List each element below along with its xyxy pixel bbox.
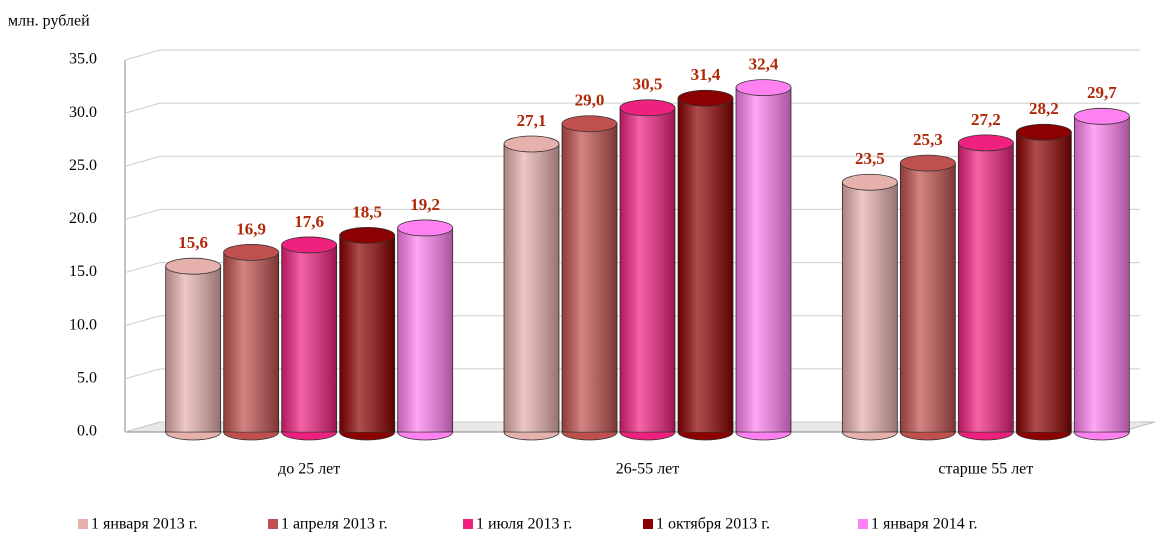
value-label: 29,0 (575, 91, 605, 110)
y-tick-label: 0.0 (77, 423, 97, 440)
bar-shine (397, 227, 453, 432)
bar-shine (339, 235, 395, 432)
value-label: 15,6 (178, 233, 208, 252)
y-tick-label: 35.0 (69, 51, 97, 68)
cylinder-top (1015, 123, 1072, 141)
y-tick-label: 20.0 (69, 210, 97, 227)
cylinder-top (957, 134, 1014, 152)
grid-line (124, 49, 1140, 61)
cylinder-top (1073, 107, 1130, 125)
bar-shine (736, 87, 791, 433)
grid-line (124, 368, 1140, 380)
cylinder-top (503, 135, 560, 153)
legend-swatch (643, 519, 653, 529)
value-label: 27,1 (517, 111, 547, 130)
legend-swatch (268, 519, 278, 529)
bar-shine (504, 143, 559, 433)
value-label: 25,3 (913, 130, 943, 149)
legend-swatch (858, 519, 868, 529)
cylinder-top (677, 89, 734, 107)
value-label: 31,4 (691, 65, 721, 84)
grid-line (124, 155, 1140, 167)
value-label: 19,2 (410, 195, 440, 214)
y-tick-label: 5.0 (77, 370, 97, 387)
bar-shine (1016, 132, 1072, 432)
bar-shine (900, 163, 956, 432)
x-tick-label: старше 55 лет (938, 461, 1033, 478)
cylinder-top (619, 99, 676, 117)
grid-line (124, 208, 1140, 220)
value-label: 28,2 (1029, 99, 1059, 118)
value-label: 30,5 (633, 75, 663, 94)
bar-shine (620, 107, 675, 432)
y-tick-label: 15.0 (69, 263, 97, 280)
cylinder-top (841, 173, 898, 191)
y-axis-label: млн. рублей (8, 13, 90, 30)
bar-shine (165, 266, 221, 432)
legend-label: 1 января 2013 г. (91, 516, 197, 533)
grid-line (124, 315, 1140, 327)
value-label: 32,4 (749, 55, 779, 74)
legend-label: 1 октября 2013 г. (656, 516, 770, 533)
legend-label: 1 апреля 2013 г. (281, 516, 388, 533)
bar-shine (1074, 116, 1130, 433)
cylinder-top (735, 79, 792, 97)
cylinder-top (561, 115, 618, 133)
x-tick-label: до 25 лет (278, 461, 340, 478)
grid-line (124, 102, 1140, 114)
legend-label: 1 января 2014 г. (871, 516, 977, 533)
legend-swatch (463, 519, 473, 529)
grid-line (124, 421, 1140, 433)
value-label: 17,6 (294, 212, 324, 231)
value-label: 27,2 (971, 110, 1001, 129)
y-tick-label: 10.0 (69, 316, 97, 333)
cylinder-top (165, 257, 222, 275)
value-label: 23,5 (855, 149, 885, 168)
cylinder-top (281, 236, 338, 254)
cylinder-top (899, 154, 956, 172)
bar-shine (281, 244, 337, 432)
bar-shine (223, 252, 279, 432)
y-tick-label: 25.0 (69, 157, 97, 174)
cylinder-top (397, 219, 454, 237)
bar-shine (678, 98, 733, 433)
bar-shine (958, 142, 1014, 432)
cylinder-top (339, 226, 396, 244)
bar-shine (842, 182, 898, 432)
x-tick-label: 26-55 лет (616, 461, 679, 478)
grid-line (124, 262, 1140, 274)
legend-swatch (78, 519, 88, 529)
cylinder-top (223, 243, 280, 261)
value-label: 18,5 (352, 202, 382, 221)
value-label: 29,7 (1087, 83, 1117, 102)
bar-shine (562, 123, 617, 433)
y-tick-label: 30.0 (69, 104, 97, 121)
value-label: 16,9 (236, 219, 266, 238)
legend-label: 1 июля 2013 г. (476, 516, 572, 533)
